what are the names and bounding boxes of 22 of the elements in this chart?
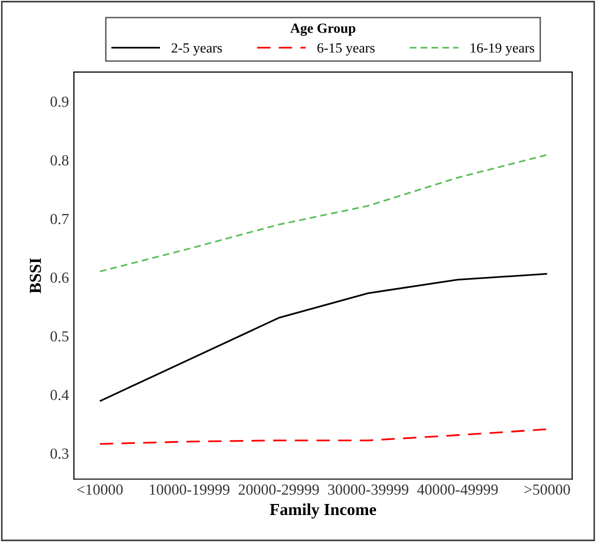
x-tick-label: 30000-39999 (328, 484, 408, 495)
legend-label: 16-19 years (470, 43, 534, 56)
legend-label: 2-5 years (172, 43, 222, 56)
x-tick-label: >50000 (524, 484, 570, 495)
y-tick-label: 0.6 (50, 272, 69, 283)
y-tick-label: 0.8 (50, 155, 68, 166)
y-tick-label: 0.7 (50, 214, 69, 224)
legend-title: Age Group (290, 24, 356, 36)
y-tick-label: 0.4 (50, 390, 69, 400)
x-tick-label: 20000-29999 (238, 484, 319, 495)
line-series (99, 428, 548, 445)
y-tick-label: 0.5 (50, 331, 68, 342)
x-axis-title: Family Income (270, 503, 376, 519)
line-series (99, 273, 548, 402)
y-tick-label: 0.9 (50, 96, 68, 107)
x-tick-label: 40000-49999 (417, 484, 498, 495)
y-tick-label: 0.3 (50, 448, 68, 459)
x-tick-label: 10000-19999 (150, 484, 230, 495)
legend-label: 6-15 years (317, 43, 375, 56)
y-axis-title: BSSI (30, 258, 42, 294)
x-tick-label: <10000 (77, 484, 123, 495)
line-series (99, 154, 548, 272)
